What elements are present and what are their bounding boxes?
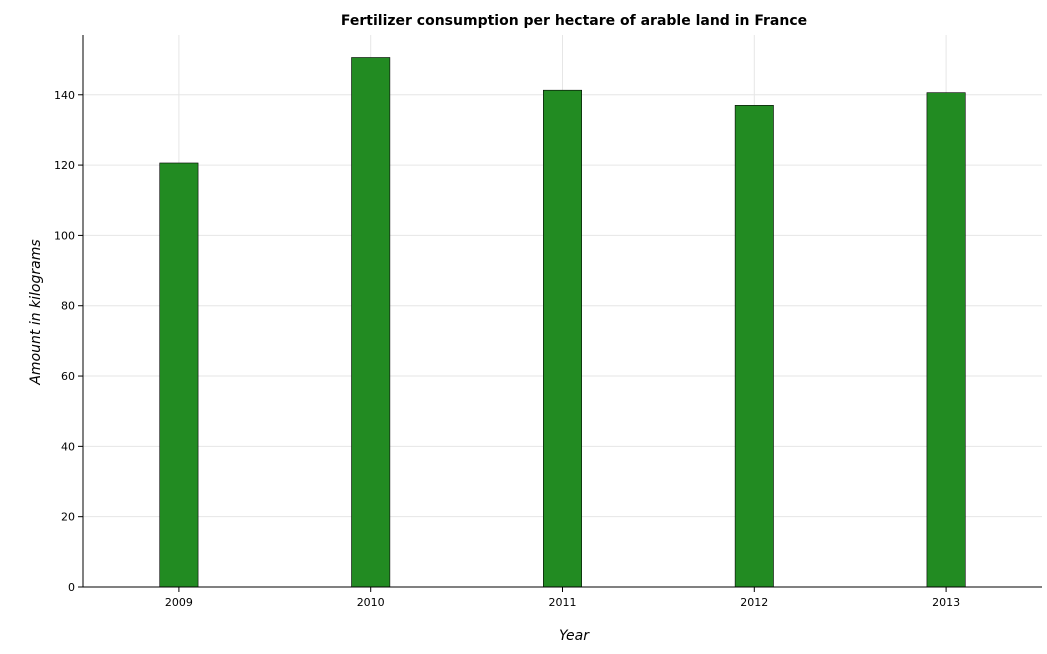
y-tick-label: 20 xyxy=(61,511,75,524)
y-tick-label: 40 xyxy=(61,440,75,453)
bar-2010 xyxy=(351,57,391,588)
bar-2011 xyxy=(543,89,582,588)
x-tick-label: 2011 xyxy=(549,596,577,609)
y-axis-label: Amount in kilograms xyxy=(28,239,44,385)
y-tick-label: 100 xyxy=(54,229,75,242)
y-axis-ticks: 0 20 40 60 80 100 120 140 xyxy=(54,89,83,594)
bar-2009 xyxy=(159,162,199,588)
x-tick-label: 2013 xyxy=(932,596,960,609)
y-tick-label: 0 xyxy=(68,581,75,594)
y-tick-label: 80 xyxy=(61,300,75,313)
x-tick-label: 2009 xyxy=(165,596,193,609)
x-axis-ticks: 2009 2010 2011 2012 2013 xyxy=(165,587,960,609)
bars xyxy=(159,57,966,588)
y-tick-label: 60 xyxy=(61,370,75,383)
y-tick-label: 120 xyxy=(54,159,75,172)
x-tick-label: 2012 xyxy=(740,596,768,609)
bar-2013 xyxy=(926,92,966,588)
chart-title: Fertilizer consumption per hectare of ar… xyxy=(341,13,807,29)
x-tick-label: 2010 xyxy=(357,596,385,609)
y-tick-label: 140 xyxy=(54,89,75,102)
bar-2012 xyxy=(734,105,774,588)
x-axis-label: Year xyxy=(559,628,590,644)
